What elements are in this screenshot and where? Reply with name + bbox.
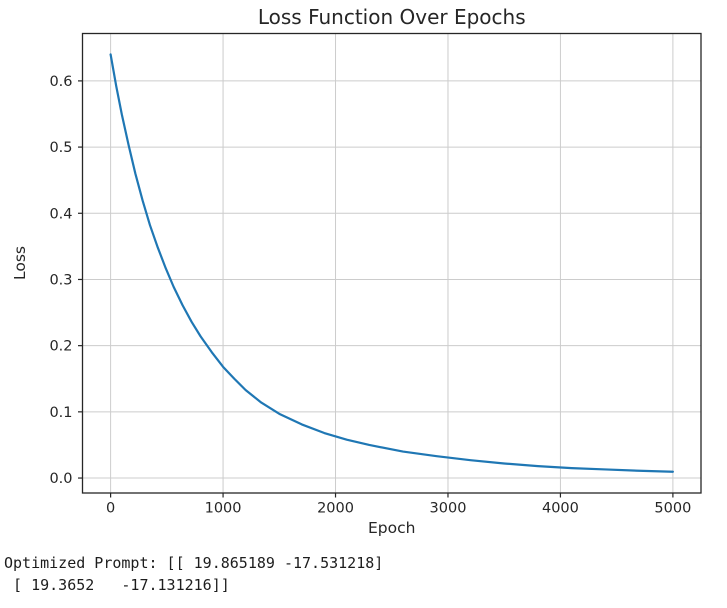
x-tick-label: 0 [106, 501, 115, 517]
x-axis-label: Epoch [368, 519, 415, 537]
y-axis-label: Loss [11, 246, 29, 280]
y-tick-label: 0.2 [49, 339, 72, 355]
y-tick-label: 0.5 [49, 140, 72, 156]
axes-spines [81, 32, 702, 494]
y-tick-label: 0.1 [49, 405, 72, 421]
console-line-1: Optimized Prompt: [[ 19.865189 -17.53121… [4, 554, 384, 572]
x-tick-label: 2000 [317, 501, 354, 517]
chart-title: Loss Function Over Epochs [258, 5, 526, 29]
x-tick-label: 4000 [542, 501, 579, 517]
x-tick-label: 3000 [430, 501, 467, 517]
console-line-2: [ 19.3652 -17.131216]] [4, 576, 230, 594]
loss-figure: 0 1000 2000 3000 4000 5000 0.0 0.1 0.2 0.3 0.4 0.5 0… [11, 5, 702, 537]
loss-curve [109, 53, 674, 473]
y-tick-label: 0.0 [49, 471, 72, 487]
y-tick-label: 0.4 [49, 206, 72, 222]
loss-chart: 0 1000 2000 3000 4000 5000 0.0 0.1 0.2 0.3 0.4 0.5 0… [11, 5, 702, 537]
console-output: Optimized Prompt: [[ 19.865189 -17.53121… [4, 552, 383, 596]
x-tick-label: 1000 [205, 501, 242, 517]
y-tick-label: 0.3 [49, 272, 72, 288]
y-tick-label: 0.6 [49, 74, 72, 90]
x-tick-label: 5000 [654, 501, 691, 517]
